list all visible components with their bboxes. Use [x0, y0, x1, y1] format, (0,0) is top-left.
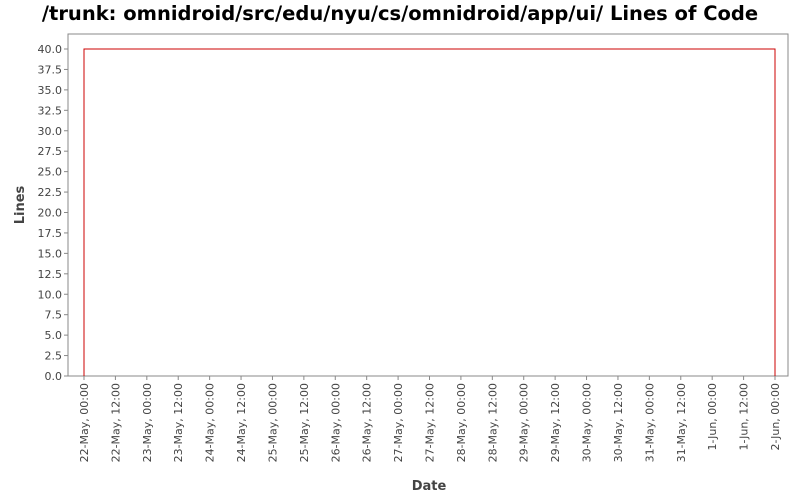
x-tick-label: 24-May, 00:00 — [204, 383, 217, 462]
y-tick-label: 12.5 — [38, 268, 63, 281]
x-tick-label: 27-May, 00:00 — [392, 383, 405, 462]
y-tick-label: 2.5 — [45, 350, 63, 363]
y-axis: 0.0 2.5 5.0 7.5 10.0 12.5 15.0 17.5 20.0 22.5 25.0… — [38, 43, 68, 383]
x-tick-label: 22-May, 00:00 — [78, 383, 91, 462]
x-tick-label: 25-May, 12:00 — [298, 383, 311, 462]
x-tick-label: 23-May, 12:00 — [172, 383, 185, 462]
x-tick-label: 2-Jun, 00:00 — [769, 383, 782, 450]
chart-title: /trunk: omnidroid/src/edu/nyu/cs/omnidro… — [41, 2, 759, 25]
x-tick-label: 27-May, 12:00 — [424, 383, 437, 462]
y-tick-label: 5.0 — [45, 329, 63, 342]
x-axis-title: Date — [412, 479, 447, 494]
x-tick-label: 26-May, 12:00 — [361, 383, 374, 462]
y-tick-label: 40.0 — [38, 43, 63, 56]
x-tick-label: 29-May, 00:00 — [518, 383, 531, 462]
x-tick-label: 24-May, 12:00 — [235, 383, 248, 462]
y-tick-label: 10.0 — [38, 288, 63, 301]
series-line — [83, 48, 776, 376]
y-tick-label: 37.5 — [38, 63, 63, 76]
y-tick-label: 35.0 — [38, 84, 63, 97]
y-tick-label: 7.5 — [45, 309, 63, 322]
x-tick-label: 30-May, 00:00 — [581, 383, 594, 462]
series-layer — [83, 48, 776, 376]
y-axis-title: Lines — [13, 185, 28, 224]
y-tick-label: 27.5 — [38, 145, 63, 158]
x-tick-label: 29-May, 12:00 — [549, 383, 562, 462]
y-tick-label: 22.5 — [38, 186, 63, 199]
x-tick-label: 23-May, 00:00 — [141, 383, 154, 462]
y-tick-label: 17.5 — [38, 227, 63, 240]
plot-area — [67, 33, 789, 377]
x-tick-label: 22-May, 12:00 — [109, 383, 122, 462]
y-tick-label: 0.0 — [45, 370, 63, 383]
x-tick-label: 1-Jun, 12:00 — [738, 383, 751, 450]
x-tick-label: 28-May, 00:00 — [455, 383, 468, 462]
y-tick-label: 32.5 — [38, 104, 63, 117]
x-tick-label: 31-May, 12:00 — [675, 383, 688, 462]
y-tick-label: 20.0 — [38, 207, 63, 220]
x-axis: 22-May, 00:00 22-May, 12:00 23-May, 00:00 2… — [78, 376, 782, 462]
y-tick-label: 25.0 — [38, 166, 63, 179]
x-tick-label: 31-May, 00:00 — [643, 383, 656, 462]
y-tick-label: 15.0 — [38, 247, 63, 260]
x-tick-label: 26-May, 00:00 — [329, 383, 342, 462]
x-tick-label: 30-May, 12:00 — [612, 383, 625, 462]
x-tick-label: 25-May, 00:00 — [266, 383, 279, 462]
x-tick-label: 28-May, 12:00 — [486, 383, 499, 462]
y-tick-label: 30.0 — [38, 125, 63, 138]
x-tick-label: 1-Jun, 00:00 — [706, 383, 719, 450]
